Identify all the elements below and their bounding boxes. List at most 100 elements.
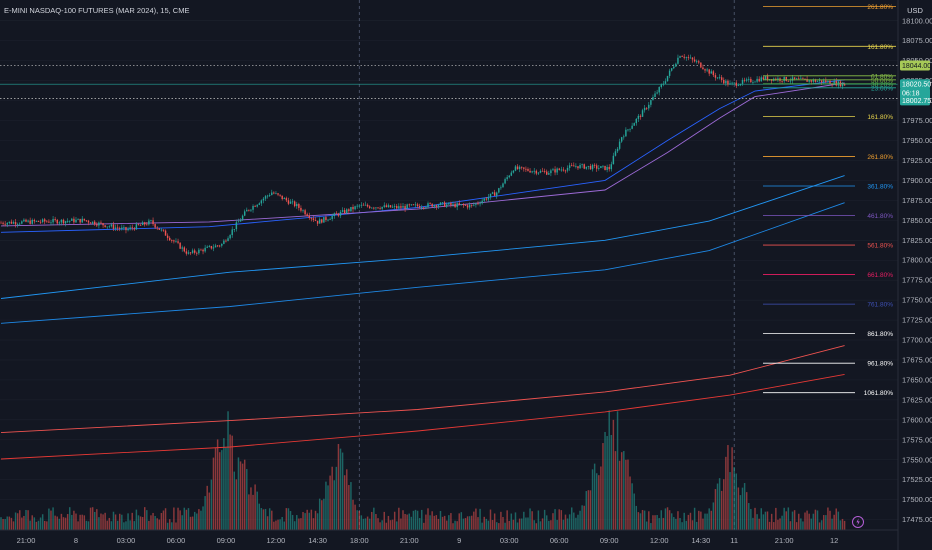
candle-body[interactable]: [123, 227, 125, 228]
candle-body[interactable]: [477, 203, 479, 205]
candle-body[interactable]: [283, 198, 286, 200]
candle-body[interactable]: [756, 78, 758, 82]
candle-body[interactable]: [106, 226, 108, 228]
candle-body[interactable]: [475, 203, 477, 205]
candle-body[interactable]: [766, 76, 769, 81]
candle-body[interactable]: [233, 229, 236, 230]
candle-body[interactable]: [58, 222, 61, 224]
candle-body[interactable]: [695, 61, 698, 63]
candle-body[interactable]: [712, 71, 715, 76]
candle-body[interactable]: [158, 228, 161, 230]
candle-body[interactable]: [262, 198, 265, 201]
candle-body[interactable]: [214, 245, 217, 248]
candle-body[interactable]: [200, 249, 202, 251]
candle-body[interactable]: [143, 222, 146, 225]
candle-body[interactable]: [87, 220, 90, 223]
candle-body[interactable]: [739, 83, 742, 86]
candle-body[interactable]: [673, 66, 675, 69]
candle-body[interactable]: [187, 252, 190, 254]
candle-body[interactable]: [798, 78, 800, 80]
candle-body[interactable]: [764, 76, 767, 80]
candle-body[interactable]: [221, 243, 223, 246]
candle-body[interactable]: [325, 217, 327, 221]
candle-body[interactable]: [460, 204, 463, 206]
candle-body[interactable]: [531, 171, 533, 173]
candle-body[interactable]: [762, 77, 765, 80]
candle-body[interactable]: [550, 170, 552, 174]
candle-body[interactable]: [489, 193, 492, 198]
candle-body[interactable]: [802, 77, 804, 79]
candle-body[interactable]: [843, 83, 846, 86]
candle-body[interactable]: [75, 219, 77, 223]
candle-body[interactable]: [173, 240, 175, 242]
candle-body[interactable]: [583, 164, 585, 169]
candle-body[interactable]: [333, 213, 335, 217]
candle-body[interactable]: [675, 63, 677, 67]
candle-body[interactable]: [108, 226, 111, 228]
candle-body[interactable]: [629, 128, 631, 130]
candle-body[interactable]: [706, 69, 708, 71]
candle-body[interactable]: [704, 69, 706, 71]
candle-body[interactable]: [129, 227, 131, 229]
candle-body[interactable]: [296, 203, 298, 207]
candle-body[interactable]: [735, 82, 738, 86]
candle-body[interactable]: [375, 207, 377, 209]
candle-body[interactable]: [429, 203, 431, 205]
replay-icon[interactable]: [852, 516, 864, 528]
candle-body[interactable]: [643, 107, 646, 111]
candle-body[interactable]: [618, 141, 621, 149]
candle-body[interactable]: [831, 83, 833, 85]
candle-body[interactable]: [537, 172, 540, 174]
candle-body[interactable]: [814, 79, 817, 82]
candle-body[interactable]: [323, 217, 325, 223]
candle-body[interactable]: [346, 209, 348, 214]
candle-body[interactable]: [635, 118, 638, 124]
candle-body[interactable]: [639, 115, 642, 117]
candle-body[interactable]: [595, 165, 598, 169]
candle-body[interactable]: [452, 203, 454, 205]
candle-body[interactable]: [246, 209, 248, 212]
candle-body[interactable]: [10, 221, 13, 224]
candle-body[interactable]: [585, 166, 588, 169]
candle-body[interactable]: [277, 193, 279, 195]
candle-body[interactable]: [412, 204, 415, 206]
candle-body[interactable]: [668, 70, 671, 76]
candle-body[interactable]: [160, 229, 163, 231]
candle-body[interactable]: [600, 166, 602, 169]
candle-body[interactable]: [50, 222, 52, 224]
candle-body[interactable]: [327, 219, 329, 221]
candle-body[interactable]: [535, 170, 538, 174]
candle-body[interactable]: [591, 164, 594, 170]
candle-body[interactable]: [337, 213, 340, 216]
candle-body[interactable]: [523, 167, 525, 169]
candle-body[interactable]: [62, 219, 65, 224]
candle-body[interactable]: [554, 169, 556, 173]
time-axis[interactable]: 21:00 8 03:00 06:00 09:00 12:00 14:30 18:00 21:0…: [17, 536, 839, 545]
candle-body[interactable]: [608, 166, 610, 170]
candle-body[interactable]: [577, 166, 579, 169]
candle-body[interactable]: [471, 204, 473, 206]
candle-body[interactable]: [516, 166, 519, 170]
candle-body[interactable]: [404, 206, 406, 209]
candle-body[interactable]: [791, 77, 794, 81]
candle-body[interactable]: [677, 57, 679, 64]
candle-body[interactable]: [227, 238, 229, 242]
candle-body[interactable]: [785, 77, 787, 81]
candle-body[interactable]: [133, 228, 136, 230]
candle-body[interactable]: [81, 218, 83, 223]
candle-body[interactable]: [148, 220, 150, 225]
candle-body[interactable]: [556, 168, 558, 173]
candle-body[interactable]: [316, 220, 319, 224]
candle-body[interactable]: [418, 206, 421, 208]
candle-body[interactable]: [743, 79, 746, 81]
candle-body[interactable]: [416, 204, 419, 207]
candle-body[interactable]: [191, 250, 194, 253]
candle-body[interactable]: [260, 200, 263, 204]
candle-body[interactable]: [0, 222, 2, 224]
candle-body[interactable]: [506, 177, 508, 180]
candle-body[interactable]: [456, 203, 458, 208]
candle-body[interactable]: [560, 169, 563, 171]
candle-body[interactable]: [287, 200, 290, 204]
candle-body[interactable]: [33, 219, 36, 222]
